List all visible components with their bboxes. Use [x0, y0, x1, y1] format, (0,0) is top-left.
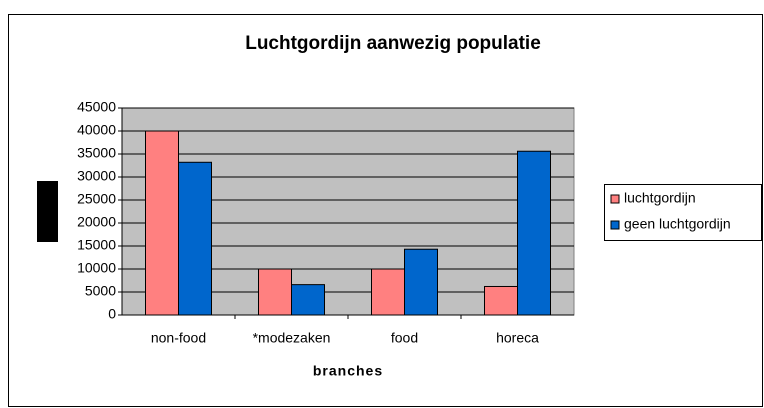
y-tick-label: 0 — [108, 306, 116, 322]
y-tick-label: 15000 — [77, 237, 116, 253]
bar — [258, 268, 292, 316]
y-tick-label: 30000 — [77, 168, 116, 184]
legend-label: luchtgordijn — [624, 190, 696, 206]
y-tick-label: 5000 — [85, 283, 116, 299]
bar — [145, 130, 179, 316]
x-tick-label: food — [391, 330, 418, 346]
bar — [404, 248, 438, 316]
legend-label: geen luchtgordijn — [624, 216, 731, 232]
x-axis-label: branches — [313, 363, 383, 379]
x-tick-label: non-food — [151, 330, 206, 346]
y-tick-label: 45000 — [77, 99, 116, 115]
bar — [371, 268, 405, 316]
bar — [484, 285, 518, 316]
legend — [604, 184, 762, 241]
bar — [291, 284, 325, 316]
y-tick-label: 40000 — [77, 122, 116, 138]
x-tick-label: horeca — [496, 330, 539, 346]
legend-swatch — [610, 220, 620, 230]
redaction — [37, 181, 58, 242]
y-tick-label: 25000 — [77, 191, 116, 207]
y-tick-label: 10000 — [77, 260, 116, 276]
y-tick-label: 20000 — [77, 214, 116, 230]
chart-title: Luchtgordijn aanwezig populatie — [245, 33, 541, 54]
x-tick-label: *modezaken — [253, 330, 331, 346]
y-tick-label: 35000 — [77, 145, 116, 161]
bar — [178, 161, 212, 316]
bar — [517, 150, 551, 316]
legend-swatch — [610, 194, 620, 204]
